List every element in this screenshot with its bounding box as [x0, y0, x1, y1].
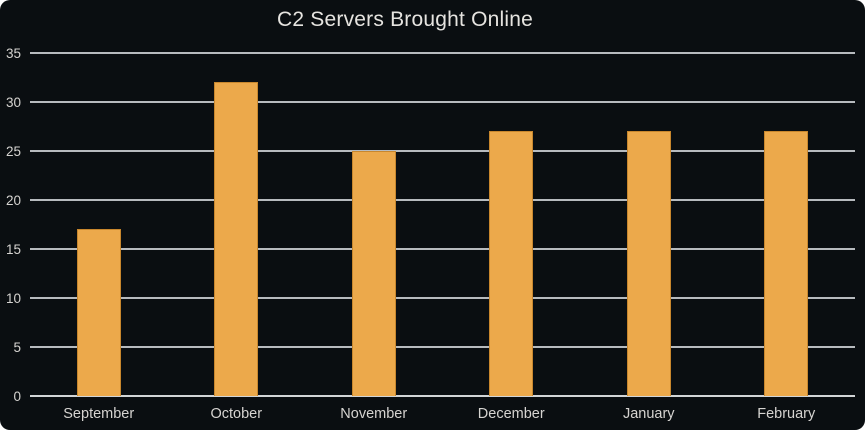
x-axis-label: December	[477, 406, 545, 422]
gridline	[30, 248, 855, 250]
gridline	[30, 101, 855, 103]
y-axis-tick-label: 15	[5, 241, 21, 257]
y-axis-tick-label: 35	[5, 45, 21, 61]
y-axis-tick-label: 10	[5, 290, 21, 306]
x-axis-label: February	[757, 406, 816, 422]
x-axis-label: January	[622, 406, 675, 422]
gridline	[30, 52, 855, 54]
bar-january	[626, 131, 671, 396]
gridline	[30, 199, 855, 201]
bar-october	[214, 82, 259, 396]
x-axis-line	[30, 395, 855, 397]
plot-area: 0 5 10 15 20 25 30 35 September October November De…	[6, 46, 855, 422]
gridline	[30, 346, 855, 348]
y-axis-tick-label: 30	[5, 94, 21, 110]
x-axis-label: September	[63, 406, 135, 422]
x-axis-label: October	[210, 406, 263, 422]
bar-december	[489, 131, 534, 396]
y-axis-tick-label: 20	[5, 192, 21, 208]
gridline	[30, 150, 855, 152]
y-axis-tick-label: 0	[13, 388, 21, 404]
y-axis-tick-label: 5	[13, 339, 21, 355]
y-axis-tick-label: 25	[5, 143, 21, 159]
bar-november	[351, 151, 396, 396]
x-axis-label: November	[340, 406, 408, 422]
chart-title: C2 Servers Brought Online	[277, 8, 533, 31]
bar-september	[76, 229, 121, 396]
gridline	[30, 297, 855, 299]
bar-february	[764, 131, 809, 396]
